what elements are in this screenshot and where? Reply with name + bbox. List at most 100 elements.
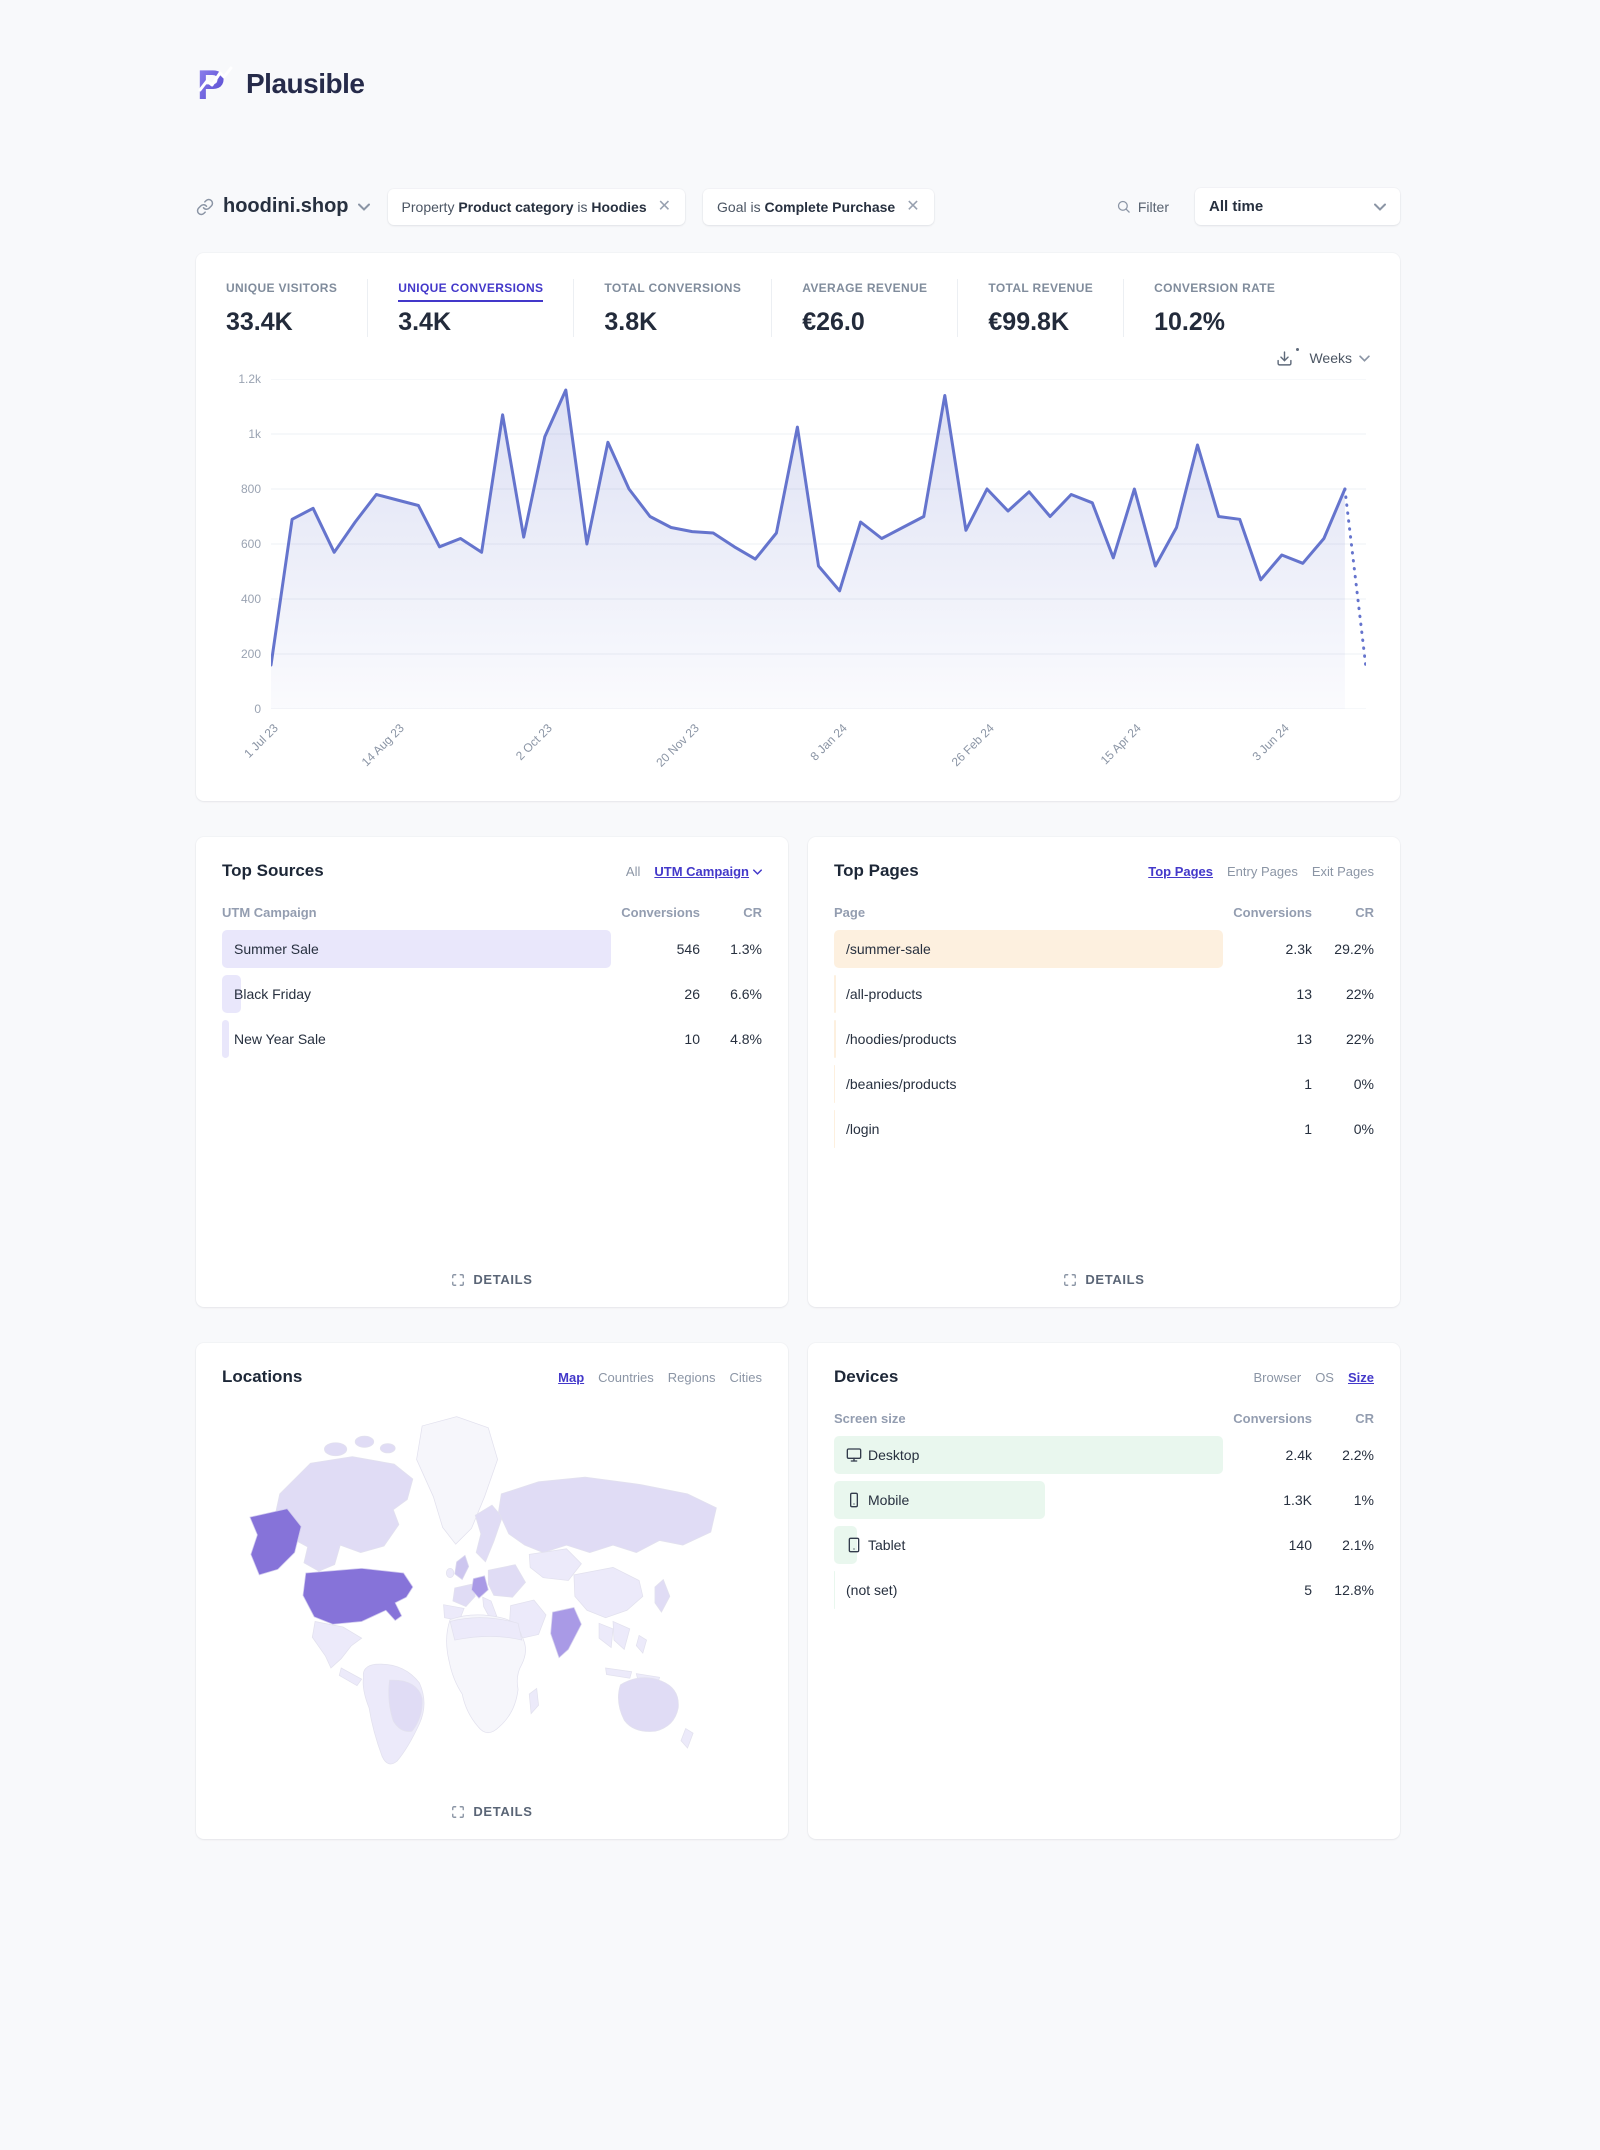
pill-text-bold: Hoodies xyxy=(591,198,647,215)
table-row[interactable]: Mobile 1.3K 1% xyxy=(834,1481,1374,1519)
table-row[interactable]: /hoodies/products 13 22% xyxy=(834,1020,1374,1058)
map-usa xyxy=(302,1568,414,1625)
tab-map[interactable]: Map xyxy=(558,1370,585,1385)
tab-utm-campaign[interactable]: UTM Campaign xyxy=(654,864,762,879)
devices-panel: Devices Browser OS Size Screen size Conv… xyxy=(808,1343,1400,1839)
table-row[interactable]: Summer Sale 546 1.3% xyxy=(222,930,762,968)
column-headers: Page Conversions CR xyxy=(834,905,1374,920)
table-row[interactable]: /beanies/products 1 0% xyxy=(834,1065,1374,1103)
download-icon[interactable] xyxy=(1276,347,1300,367)
map-east-europe xyxy=(487,1564,526,1598)
stat-unique-visitors[interactable]: UNIQUE VISITORS 33.4K xyxy=(226,281,338,336)
panel-title: Top Pages xyxy=(834,861,919,880)
filter-pill-goal[interactable]: Goal is Complete Purchase ✕ xyxy=(703,188,934,225)
stats-row: UNIQUE VISITORS 33.4K UNIQUE CONVERSIONS… xyxy=(196,253,1400,343)
map-alaska xyxy=(249,1508,302,1576)
devices-rows: Desktop 2.4k 2.2% Mobile 1.3K 1% xyxy=(834,1436,1374,1616)
map-australia xyxy=(618,1677,679,1732)
table-row[interactable]: Tablet 140 2.1% xyxy=(834,1526,1374,1564)
stat-unique-conversions[interactable]: UNIQUE CONVERSIONS 3.4K xyxy=(367,279,573,337)
plausible-logo[interactable]: P Plausible xyxy=(196,61,1400,108)
remove-filter-icon[interactable]: ✕ xyxy=(906,197,920,215)
tab-os[interactable]: OS xyxy=(1315,1370,1334,1385)
date-range-select[interactable]: All time xyxy=(1195,188,1400,225)
tab-exit-pages[interactable]: Exit Pages xyxy=(1311,864,1374,879)
table-row[interactable]: /login 1 0% xyxy=(834,1110,1374,1148)
panel-title: Locations xyxy=(222,1367,303,1386)
tab-top-pages[interactable]: Top Pages xyxy=(1148,864,1214,879)
y-tick-label: 1.2k xyxy=(238,372,261,386)
map-russia xyxy=(498,1476,717,1553)
interval-select[interactable]: Weeks xyxy=(1309,350,1370,366)
pill-text: Property xyxy=(401,198,455,215)
remove-filter-icon[interactable]: ✕ xyxy=(657,197,672,215)
y-tick-label: 600 xyxy=(240,537,261,551)
expand-icon xyxy=(451,1805,465,1819)
top-sources-panel: Top Sources All UTM Campaign UTM Campaig… xyxy=(196,837,788,1307)
map-madagascar xyxy=(528,1687,539,1715)
y-tick-label: 400 xyxy=(240,592,261,606)
locations-panel: Locations Map Countries Regions Cities xyxy=(196,1343,788,1839)
y-tick-label: 800 xyxy=(240,482,261,496)
map-greenland xyxy=(416,1416,498,1545)
table-row[interactable]: /summer-sale 2.3k 29.2% xyxy=(834,930,1374,968)
tab-size[interactable]: Size xyxy=(1347,1370,1374,1385)
chevron-down-icon xyxy=(1359,354,1370,362)
map-japan xyxy=(654,1578,671,1613)
panel-title: Top Sources xyxy=(222,861,324,880)
tab-regions[interactable]: Regions xyxy=(667,1370,716,1385)
top-pages-panel: Top Pages Top Pages Entry Pages Exit Pag… xyxy=(808,837,1400,1307)
chevron-down-icon xyxy=(1374,203,1386,211)
pill-text: Goal is xyxy=(717,198,761,215)
tab-entry-pages[interactable]: Entry Pages xyxy=(1227,864,1298,879)
table-row[interactable]: /all-products 13 22% xyxy=(834,975,1374,1013)
map-germany xyxy=(471,1575,489,1599)
brand-name: Plausible xyxy=(246,68,365,99)
conversions-chart: 0 200 400 600 800 1k 1.2k 1 Jul 23 14 Aug 23 2 O… xyxy=(196,371,1400,787)
details-button[interactable]: DETAILS xyxy=(1063,1272,1144,1287)
map-north-africa xyxy=(449,1617,523,1641)
site-selector[interactable]: hoodini.shop xyxy=(196,195,370,218)
map-canada xyxy=(274,1456,414,1572)
monitor-icon xyxy=(846,1447,862,1463)
dashboard-page: P Plausible hoodini.shop Property Produc… xyxy=(196,0,1400,1839)
site-domain: hoodini.shop xyxy=(223,195,349,217)
stat-total-conversions[interactable]: TOTAL CONVERSIONS 3.8K xyxy=(573,279,771,337)
map-china xyxy=(573,1567,644,1619)
chevron-down-icon xyxy=(357,203,370,211)
tablet-icon xyxy=(846,1537,862,1553)
stat-average-revenue[interactable]: AVERAGE REVENUE €26.0 xyxy=(771,279,957,337)
map-uk xyxy=(454,1554,470,1581)
filter-pill-property[interactable]: Property Product category is Hoodies ✕ xyxy=(387,188,686,225)
tab-countries[interactable]: Countries xyxy=(598,1370,654,1385)
chart-y-axis: 0 200 400 600 800 1k 1.2k xyxy=(226,372,271,716)
stat-conversion-rate[interactable]: CONVERSION RATE 10.2% xyxy=(1123,279,1305,337)
stat-total-revenue[interactable]: TOTAL REVENUE €99.8K xyxy=(957,279,1123,337)
link-icon xyxy=(196,198,214,216)
y-tick-label: 1k xyxy=(248,427,261,441)
filter-button-label: Filter xyxy=(1137,198,1169,215)
smartphone-icon xyxy=(846,1492,862,1508)
sources-rows: Summer Sale 546 1.3% Black Friday 26 6.6… xyxy=(222,930,762,1065)
filter-button[interactable]: Filter xyxy=(1116,199,1169,215)
y-tick-label: 0 xyxy=(254,702,261,716)
map-central-asia xyxy=(528,1548,582,1581)
table-row[interactable]: (not set) 5 12.8% xyxy=(834,1571,1374,1609)
date-range-value: All time xyxy=(1209,198,1264,215)
pages-rows: /summer-sale 2.3k 29.2% /all-products 13… xyxy=(834,930,1374,1155)
details-button[interactable]: DETAILS xyxy=(451,1272,532,1287)
map-india xyxy=(550,1607,582,1659)
table-row[interactable]: Black Friday 26 6.6% xyxy=(222,975,762,1013)
tab-browser[interactable]: Browser xyxy=(1253,1370,1302,1385)
tab-all[interactable]: All xyxy=(625,864,641,879)
expand-icon xyxy=(1063,1273,1077,1287)
pill-text-bold: Complete Purchase xyxy=(764,198,896,215)
map-brazil xyxy=(388,1679,423,1732)
table-row[interactable]: New Year Sale 10 4.8% xyxy=(222,1020,762,1058)
map-france xyxy=(452,1583,476,1607)
map-new-zealand xyxy=(680,1727,694,1749)
tab-cities[interactable]: Cities xyxy=(729,1370,762,1385)
table-row[interactable]: Desktop 2.4k 2.2% xyxy=(834,1436,1374,1474)
details-button[interactable]: DETAILS xyxy=(451,1804,532,1819)
world-map[interactable] xyxy=(222,1397,762,1804)
